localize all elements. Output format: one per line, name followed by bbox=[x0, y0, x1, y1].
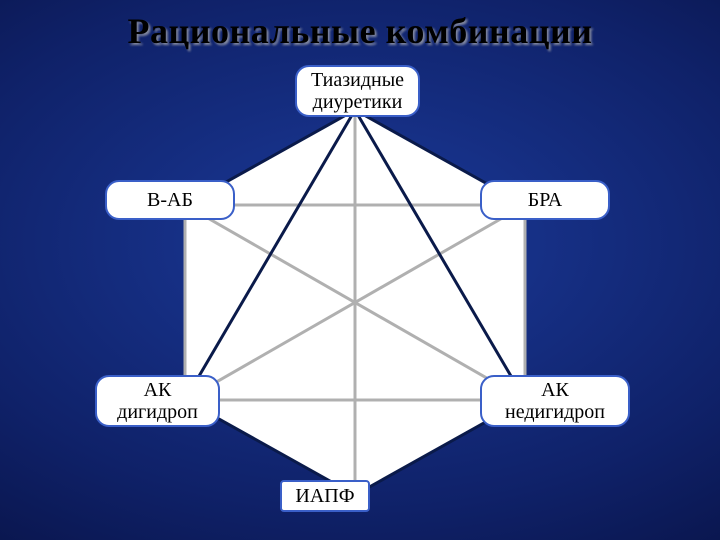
node-ak-dig: АКдигидроп bbox=[95, 375, 220, 427]
slide: Рациональные комбинации Тиазидныедиурети… bbox=[0, 0, 720, 540]
node-label: БРА bbox=[528, 189, 563, 211]
node-thiazide: Тиазидныедиуретики bbox=[295, 65, 420, 117]
node-label: В-АБ bbox=[147, 189, 193, 211]
node-label: Тиазидныедиуретики bbox=[311, 69, 404, 113]
node-bra: БРА bbox=[480, 180, 610, 220]
node-vab: В-АБ bbox=[105, 180, 235, 220]
node-ak-nedig: АКнедигидроп bbox=[480, 375, 630, 427]
node-label: АКдигидроп bbox=[117, 379, 198, 423]
node-label: ИАПФ bbox=[295, 485, 354, 507]
node-label: АКнедигидроп bbox=[505, 379, 605, 423]
node-iapf: ИАПФ bbox=[280, 480, 370, 512]
